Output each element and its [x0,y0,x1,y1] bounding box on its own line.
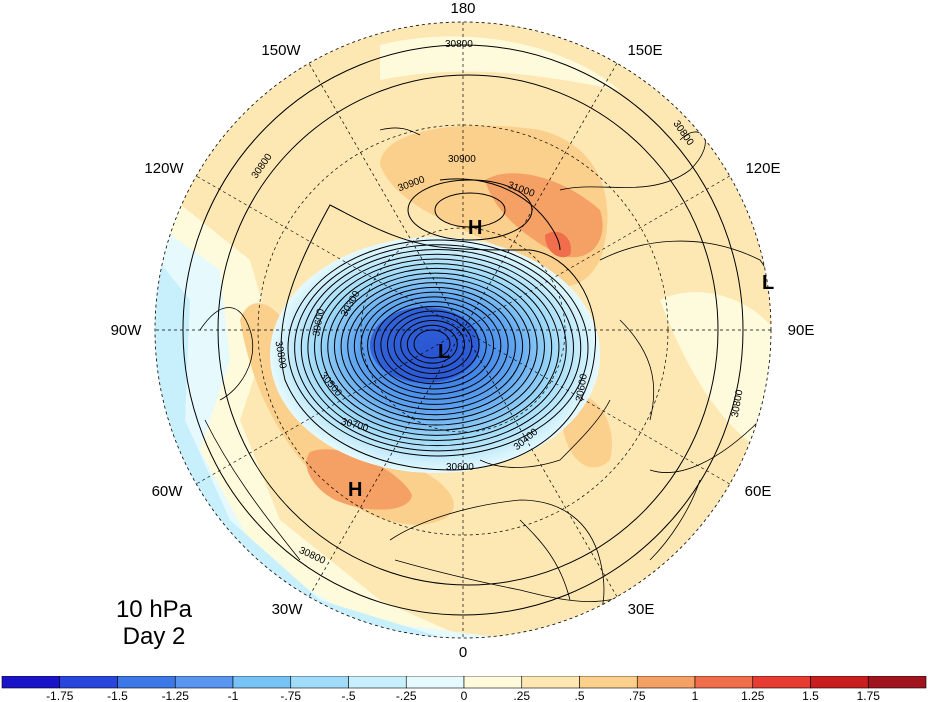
colorbar-box [232,676,292,689]
contour-label: 30600 [311,308,327,338]
contour-line [380,305,487,385]
colorbar-tick-label: -.5 [341,689,355,702]
colorbar-box [694,676,754,689]
lon-label-60w: 60W [152,483,184,500]
lon-label-0: 0 [459,644,467,661]
contour-line [367,296,502,395]
map-boundary [154,21,772,639]
lon-label-90w: 90W [111,322,143,339]
colorbar-box [579,676,638,689]
polar-stereographic-map: 30800 30800 30800 30800 30800 30800 3090… [111,0,815,661]
contour-label: 30800 [730,389,746,419]
colorbar-tick-label: .5 [574,689,584,702]
low-center-label: L [762,272,774,294]
contour-line [287,239,589,457]
colorbar: -1.75 -1.5 -1.25 -1 -.75 -.5 -.25 0 .25 .5 .75 1 1.2… [1,676,927,702]
contour-line [300,248,574,447]
lon-label-120w: 120W [144,160,184,177]
contour-line [347,282,524,411]
high-center-label: H [468,217,482,239]
pressure-level-label: 10 hPa [115,596,193,623]
contour-label: 30600 [446,462,474,473]
contour-line [353,286,516,405]
colorbar-box [348,676,407,689]
colorbar-box [752,676,811,689]
colorbar-tick-label: .75 [629,689,646,702]
colorbar-tick-label: 1.75 [857,689,881,702]
colorbar-tick-label: -1.25 [162,689,190,702]
lon-label-180: 180 [450,0,475,17]
colorbar-box [1,676,61,689]
forecast-day-label: Day 2 [122,623,186,650]
contour-line [373,301,495,390]
graticule [155,22,771,638]
contour-line [400,320,466,369]
colorbar-box [174,676,234,689]
contour-label: 30800 [445,39,473,50]
contour-line [333,272,538,421]
colorbar-tick-label: .25 [513,689,530,702]
high-center-label: H [348,479,362,501]
colorbar-box [463,676,523,689]
colorbar-box [290,676,349,689]
colorbar-box [117,676,176,689]
colorbar-tick-label: 1 [692,689,699,702]
colorbar-tick-label: -1.5 [107,689,128,702]
colorbar-box [867,676,927,689]
contour-line [307,253,567,442]
contour-label: 30900 [448,154,476,165]
contour-line [340,277,531,416]
colorbar-tick-label: 1.25 [741,689,765,702]
colorbar-box [405,676,465,689]
contour-line [327,267,545,426]
colorbar-box [59,676,118,689]
colorbar-tick-label: -.75 [280,689,301,702]
lon-label-30e: 30E [628,601,655,618]
coastlines [199,127,771,638]
contour-label: 30800 [272,340,288,370]
lon-label-150w: 150W [261,42,301,59]
colorbar-box [810,676,869,689]
lon-label-30w: 30W [272,601,304,618]
lon-label-90e: 90E [788,322,815,339]
lon-label-150e: 150E [627,42,662,59]
colorbar-tick-label: 0 [461,689,468,702]
colorbar-tick-label: 1.5 [802,689,819,702]
colorbar-box [636,676,696,689]
colorbar-box [521,676,580,689]
meridian-line [308,63,618,597]
contour-line [360,291,509,400]
contour-line [314,258,560,436]
colorbar-tick-label: -.25 [396,689,417,702]
lon-label-60e: 60E [745,483,772,500]
colorbar-tick-label: -1 [228,689,239,702]
contour-line [294,244,582,452]
pressure-centers: H H L L [348,217,774,501]
colorbar-tick-label: -1.75 [46,689,74,702]
contour-line [320,263,553,431]
contour-line [406,324,458,364]
contour-label: 30600 [574,373,590,403]
longitude-labels: 180 150E 120E 90E 60E 30E 0 30W 60W 90W … [111,0,815,661]
low-center-label: L [438,341,450,363]
lon-label-120e: 120E [745,160,780,177]
contour-line [386,310,480,380]
